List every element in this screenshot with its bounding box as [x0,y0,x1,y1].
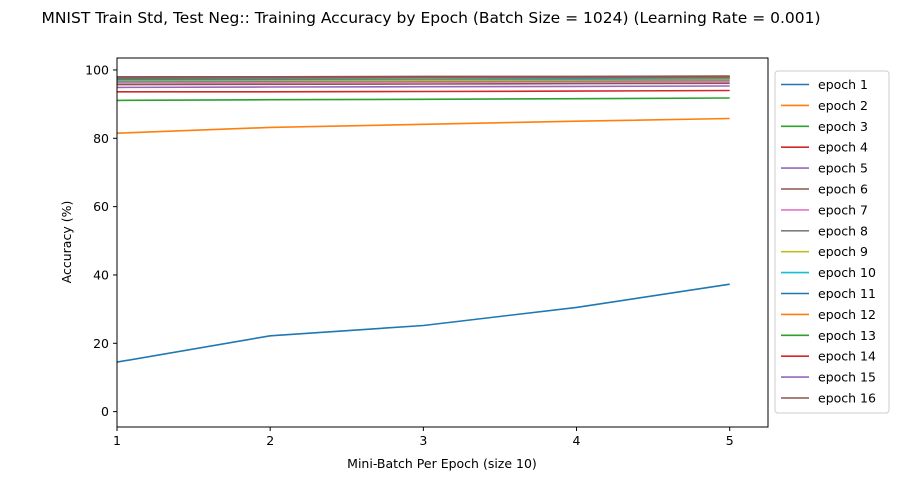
legend-label-7: epoch 7 [818,202,868,217]
chart-title: MNIST Train Std, Test Neg:: Training Acc… [41,9,820,27]
legend-items: epoch 1 epoch 2 epoch 3 epoch 4 epoch 5 epoch… [781,77,876,406]
series-line-16 [117,75,730,78]
series-line-2 [116,117,730,134]
y-tick-label: 20 [93,336,109,351]
legend-label-13: epoch 13 [818,328,876,343]
legend-label-14: epoch 14 [818,349,876,364]
series-layer [116,75,730,363]
x-axis: 1 2 3 4 5 [113,427,734,448]
x-tick-label: 1 [113,433,121,448]
series-line-6 [116,82,730,86]
y-tick-label: 80 [93,131,109,146]
x-axis-label: Mini-Batch Per Epoch (size 10) [347,456,537,471]
legend-frame [774,70,890,414]
x-tick-label: 2 [266,433,274,448]
legend-label-6: epoch 6 [818,182,868,197]
plot-border [116,57,769,428]
x-tick-label: 4 [573,433,581,448]
y-tick-label: 100 [85,62,109,77]
legend-label-3: epoch 3 [818,119,868,134]
legend-label-1: epoch 1 [818,77,868,92]
legend-label-11: epoch 11 [818,286,876,301]
legend: epoch 1 epoch 2 epoch 3 epoch 4 epoch 5 epoch… [774,70,890,414]
series-line-3 [116,97,730,102]
series-line-4 [117,89,730,93]
legend-label-4: epoch 4 [818,140,868,155]
plot-area [116,57,769,428]
y-tick-label: 40 [93,267,109,282]
legend-label-8: epoch 8 [818,223,868,238]
x-tick-label: 3 [419,433,427,448]
legend-label-2: epoch 2 [818,98,868,113]
y-axis-label: Accuracy (%) [59,201,74,284]
series-line-1 [116,283,730,363]
x-tick-label: 5 [726,433,734,448]
legend-label-10: epoch 10 [818,265,876,280]
series-line-7 [116,81,730,84]
legend-label-5: epoch 5 [818,161,868,176]
series-line-5 [116,85,730,89]
y-tick-label: 60 [93,199,109,214]
plot-frame [117,58,768,427]
y-tick-label: 0 [101,404,109,419]
legend-label-12: epoch 12 [818,307,876,322]
legend-label-16: epoch 16 [818,391,876,406]
legend-label-9: epoch 9 [818,244,868,259]
legend-label-15: epoch 15 [818,370,876,385]
y-axis: 0 20 40 60 80 100 [85,62,117,419]
